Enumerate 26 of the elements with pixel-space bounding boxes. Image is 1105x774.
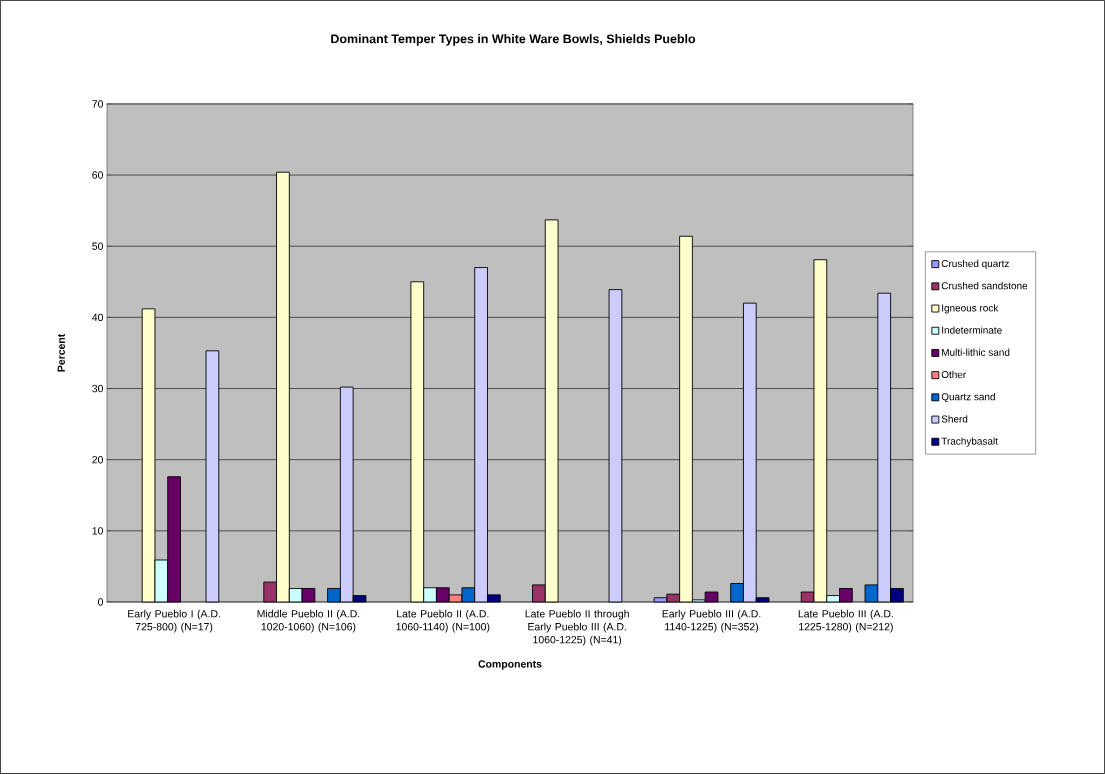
y-tick-label: 20 xyxy=(92,456,103,464)
legend-label: Quartz sand xyxy=(941,393,995,403)
x-tick-label: Early Pueblo III (A.D. 1140-1225) (N=352) xyxy=(662,609,761,633)
y-tick-label: 60 xyxy=(92,171,103,179)
legend-label: Indeterminate xyxy=(942,326,1002,334)
x-tick-label: Middle Pueblo II (A.D. 1020-1060) (N=106) xyxy=(257,609,360,633)
x-tick-label: Late Pueblo II (A.D. 1060-1140) (N=100) xyxy=(396,609,490,633)
y-tick-label: 40 xyxy=(92,313,103,322)
y-tick-label: 30 xyxy=(92,384,103,393)
legend-label: Trachybasalt xyxy=(941,437,998,447)
legend-label: Multi-lithic sand xyxy=(942,348,1010,356)
legend-label: Crushed sandstone xyxy=(941,282,1028,290)
x-axis-title: Components xyxy=(478,660,542,670)
legend-label: Other xyxy=(941,370,967,379)
y-axis-title: Percent xyxy=(57,333,65,372)
y-tick-label: 10 xyxy=(92,527,103,535)
y-tick-label: 50 xyxy=(92,242,103,250)
legend-label: Igneous rock xyxy=(942,304,999,314)
x-tick-label: Early Pueblo I (A.D. 725-800) (N=17) xyxy=(128,609,220,633)
legend-label: Crushed quartz xyxy=(941,259,1009,270)
x-tick-label: Late Pueblo II through Early Pueblo III (A.D. 1060-1225) (N=41) xyxy=(525,609,629,646)
chart-title: Dominant Temper Types in White Ware Bowls, Shields Pueblo xyxy=(331,34,696,46)
y-tick-label: 0 xyxy=(98,598,103,606)
legend-label: Sherd xyxy=(941,415,968,423)
x-tick-label: Late Pueblo III (A.D. 1225-1280) (N=212) xyxy=(798,609,893,633)
y-tick-label: 70 xyxy=(92,100,103,108)
